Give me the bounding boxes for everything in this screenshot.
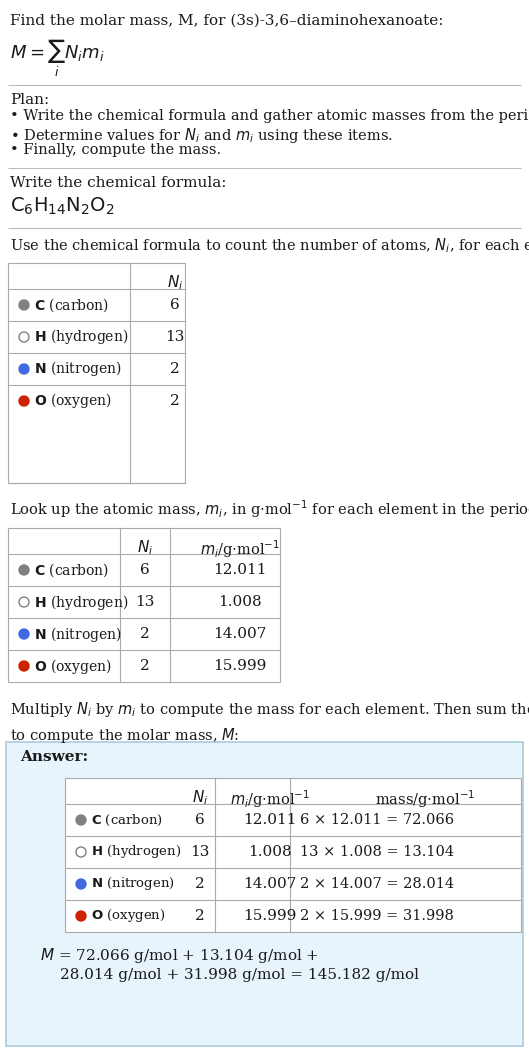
- Circle shape: [19, 364, 29, 374]
- Circle shape: [76, 879, 86, 889]
- Text: $m_i$/g$\cdot$mol$^{-1}$: $m_i$/g$\cdot$mol$^{-1}$: [200, 538, 280, 560]
- Text: 2 × 15.999 = 31.998: 2 × 15.999 = 31.998: [300, 909, 454, 923]
- Text: 13 × 1.008 = 13.104: 13 × 1.008 = 13.104: [300, 845, 454, 859]
- Text: 6 × 12.011 = 72.066: 6 × 12.011 = 72.066: [300, 813, 454, 827]
- Circle shape: [19, 565, 29, 575]
- Text: 6: 6: [195, 813, 205, 827]
- Text: $\mathbf{O}$ (oxygen): $\mathbf{O}$ (oxygen): [34, 391, 112, 410]
- Text: 2: 2: [195, 909, 205, 923]
- Circle shape: [76, 847, 86, 857]
- Circle shape: [19, 629, 29, 639]
- Text: $\mathrm{C_6H_{14}N_2O_2}$: $\mathrm{C_6H_{14}N_2O_2}$: [10, 196, 115, 217]
- Text: $M = \sum_i N_i m_i$: $M = \sum_i N_i m_i$: [10, 38, 104, 79]
- Text: • Finally, compute the mass.: • Finally, compute the mass.: [10, 143, 221, 157]
- Text: • Write the chemical formula and gather atomic masses from the periodic table.: • Write the chemical formula and gather …: [10, 109, 529, 123]
- Text: 2: 2: [140, 627, 150, 641]
- Text: Answer:: Answer:: [20, 750, 88, 764]
- Bar: [8, 528, 280, 682]
- Text: 15.999: 15.999: [213, 659, 267, 674]
- Text: 1.008: 1.008: [248, 845, 292, 859]
- Text: 12.011: 12.011: [213, 563, 267, 577]
- Text: $\mathbf{C}$ (carbon): $\mathbf{C}$ (carbon): [34, 296, 109, 314]
- Circle shape: [19, 661, 29, 671]
- Text: 2 × 14.007 = 28.014: 2 × 14.007 = 28.014: [300, 877, 454, 891]
- Bar: [8, 264, 185, 483]
- Text: Write the chemical formula:: Write the chemical formula:: [10, 176, 226, 190]
- Text: 13: 13: [190, 845, 209, 859]
- Text: 14.007: 14.007: [213, 627, 267, 641]
- Text: Use the chemical formula to count the number of atoms, $N_i$, for each element:: Use the chemical formula to count the nu…: [10, 236, 529, 255]
- Text: $\mathbf{O}$ (oxygen): $\mathbf{O}$ (oxygen): [34, 657, 112, 676]
- Text: 6: 6: [140, 563, 150, 577]
- Text: 2: 2: [170, 394, 180, 408]
- Text: Look up the atomic mass, $m_i$, in g$\cdot$mol$^{-1}$ for each element in the pe: Look up the atomic mass, $m_i$, in g$\cd…: [10, 497, 529, 520]
- Text: 12.011: 12.011: [243, 813, 297, 827]
- Text: $\mathbf{N}$ (nitrogen): $\mathbf{N}$ (nitrogen): [34, 625, 122, 644]
- Text: $\mathbf{H}$ (hydrogen): $\mathbf{H}$ (hydrogen): [91, 843, 181, 860]
- Text: 13: 13: [165, 330, 185, 344]
- Circle shape: [19, 396, 29, 406]
- Text: 2: 2: [195, 877, 205, 891]
- Text: $N_i$: $N_i$: [167, 273, 183, 292]
- Text: Multiply $N_i$ by $m_i$ to compute the mass for each element. Then sum those val: Multiply $N_i$ by $m_i$ to compute the m…: [10, 700, 529, 745]
- Text: 15.999: 15.999: [243, 909, 297, 923]
- Text: Find the molar mass, M, for (3s)-3,6–diaminohexanoate:: Find the molar mass, M, for (3s)-3,6–dia…: [10, 14, 443, 28]
- FancyBboxPatch shape: [6, 742, 523, 1046]
- Text: $N_i$: $N_i$: [137, 538, 153, 557]
- Text: $\mathbf{C}$ (carbon): $\mathbf{C}$ (carbon): [91, 813, 163, 827]
- Text: 28.014 g/mol + 31.998 g/mol = 145.182 g/mol: 28.014 g/mol + 31.998 g/mol = 145.182 g/…: [60, 968, 419, 982]
- Text: 6: 6: [170, 298, 180, 312]
- Text: $M$ = 72.066 g/mol + 13.104 g/mol +: $M$ = 72.066 g/mol + 13.104 g/mol +: [40, 946, 319, 965]
- Text: Plan:: Plan:: [10, 93, 49, 108]
- Text: $\mathbf{H}$ (hydrogen): $\mathbf{H}$ (hydrogen): [34, 328, 129, 347]
- Text: $N_i$: $N_i$: [192, 788, 208, 806]
- Circle shape: [19, 597, 29, 607]
- Text: $\mathbf{H}$ (hydrogen): $\mathbf{H}$ (hydrogen): [34, 592, 129, 611]
- Circle shape: [76, 815, 86, 825]
- Text: 2: 2: [140, 659, 150, 674]
- Text: 14.007: 14.007: [243, 877, 297, 891]
- Circle shape: [76, 911, 86, 921]
- Text: $\mathbf{N}$ (nitrogen): $\mathbf{N}$ (nitrogen): [34, 359, 122, 378]
- Text: $m_i$/g$\cdot$mol$^{-1}$: $m_i$/g$\cdot$mol$^{-1}$: [230, 788, 310, 809]
- Text: 1.008: 1.008: [218, 596, 262, 609]
- Circle shape: [19, 300, 29, 310]
- Text: mass/g$\cdot$mol$^{-1}$: mass/g$\cdot$mol$^{-1}$: [375, 788, 475, 809]
- Text: $\mathbf{C}$ (carbon): $\mathbf{C}$ (carbon): [34, 561, 109, 579]
- Text: $\mathbf{O}$ (oxygen): $\mathbf{O}$ (oxygen): [91, 907, 166, 924]
- Bar: [65, 778, 521, 932]
- Text: • Determine values for $N_i$ and $m_i$ using these items.: • Determine values for $N_i$ and $m_i$ u…: [10, 126, 393, 145]
- Text: 2: 2: [170, 362, 180, 376]
- Circle shape: [19, 332, 29, 341]
- Text: 13: 13: [135, 596, 154, 609]
- Text: $\mathbf{N}$ (nitrogen): $\mathbf{N}$ (nitrogen): [91, 876, 175, 893]
